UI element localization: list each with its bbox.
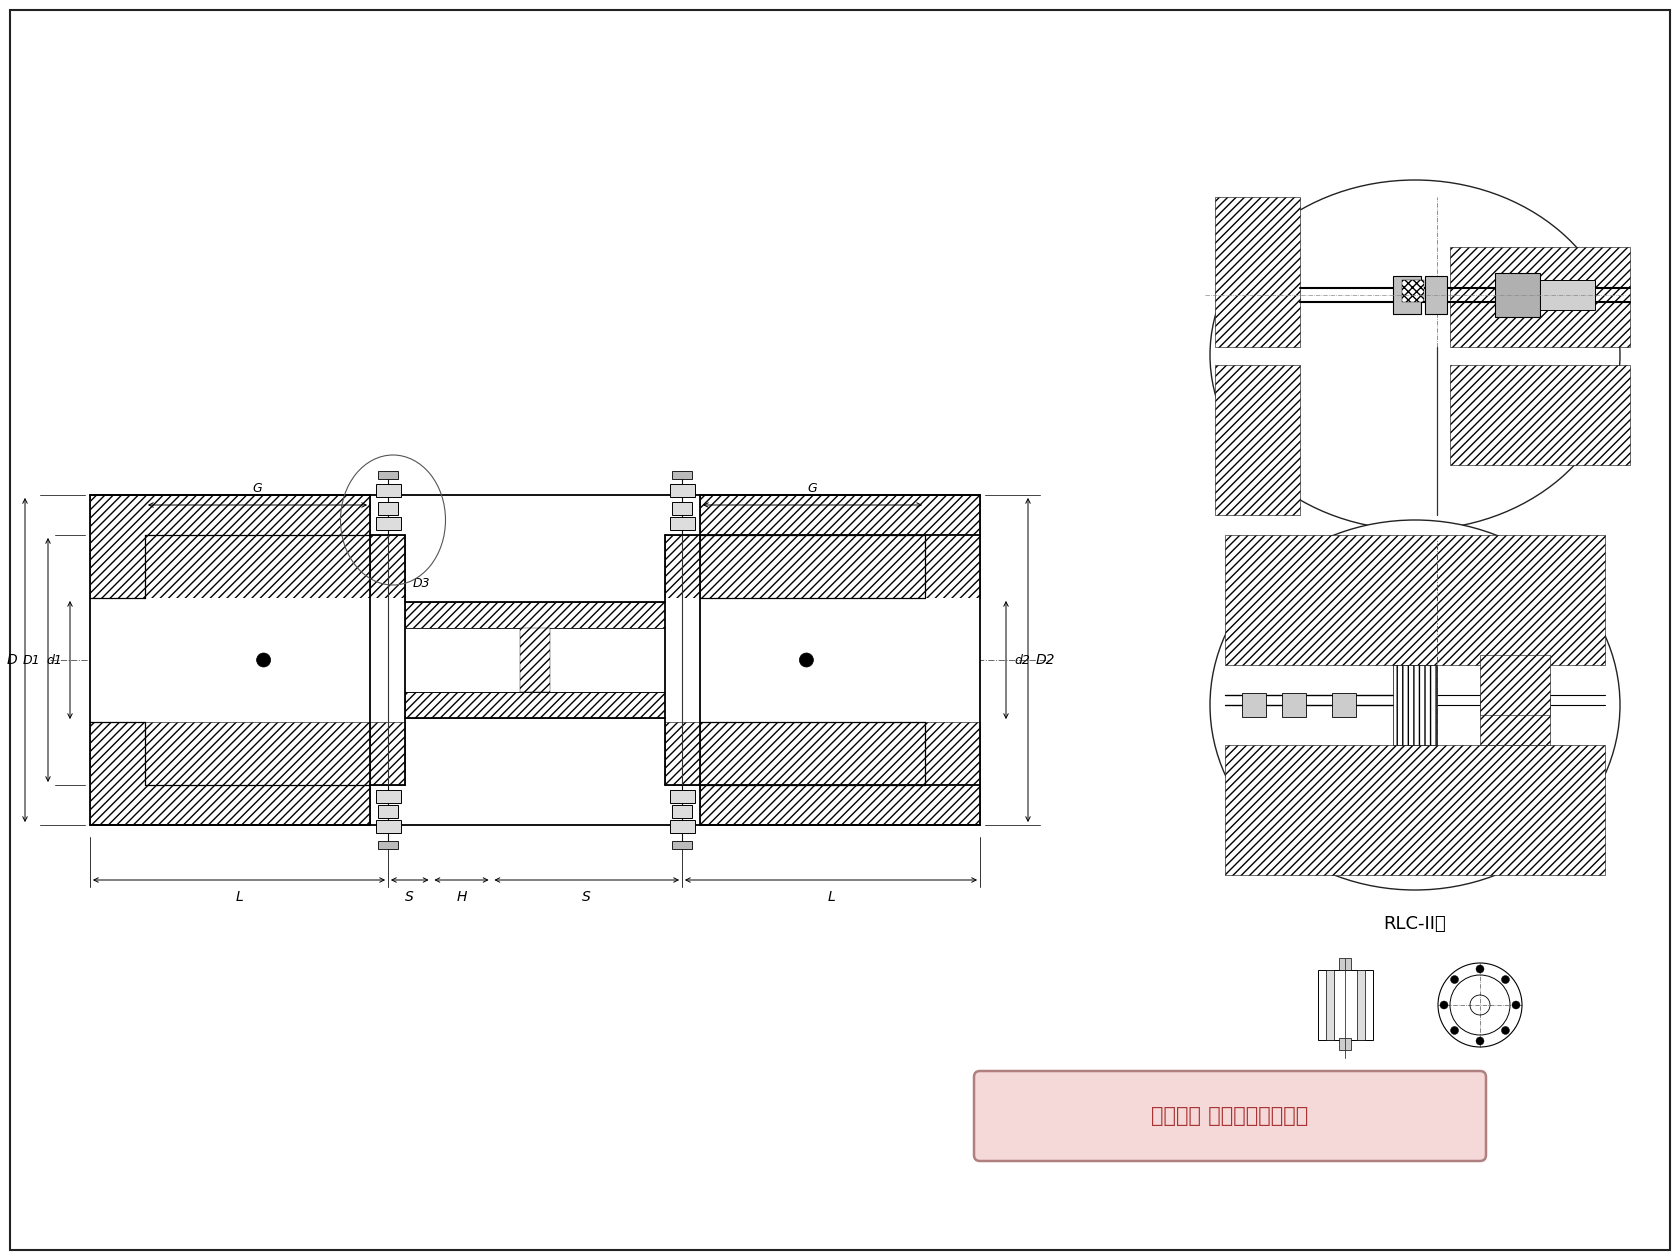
Bar xyxy=(1317,970,1373,1040)
Bar xyxy=(376,790,400,803)
Ellipse shape xyxy=(1210,180,1620,530)
Bar xyxy=(1282,693,1305,717)
Bar xyxy=(1332,693,1356,717)
Circle shape xyxy=(800,653,813,667)
Bar xyxy=(1495,273,1541,318)
Bar xyxy=(1339,1038,1351,1050)
Bar xyxy=(1393,665,1436,745)
Circle shape xyxy=(1502,975,1509,984)
Bar xyxy=(1480,655,1551,714)
Bar xyxy=(1215,365,1300,515)
Text: d1: d1 xyxy=(45,654,62,667)
Bar xyxy=(1326,970,1334,1040)
Text: L: L xyxy=(827,890,835,903)
Bar xyxy=(370,722,405,785)
Circle shape xyxy=(1477,1037,1483,1045)
Circle shape xyxy=(1477,965,1483,973)
Text: RLC-II型: RLC-II型 xyxy=(1384,915,1446,932)
Bar xyxy=(91,598,370,722)
Circle shape xyxy=(1450,975,1458,984)
Text: 版权所有 侵权必被严厉追究: 版权所有 侵权必被严厉追究 xyxy=(1151,1106,1309,1126)
Bar xyxy=(1225,745,1604,874)
Circle shape xyxy=(257,653,270,667)
Text: Rolee: Rolee xyxy=(386,624,684,716)
Bar xyxy=(521,627,549,692)
Text: S: S xyxy=(583,890,591,903)
Bar xyxy=(376,484,400,496)
Bar xyxy=(378,501,398,515)
Circle shape xyxy=(1502,1027,1509,1034)
Bar xyxy=(670,517,694,530)
Text: H: H xyxy=(457,890,467,903)
Bar xyxy=(1403,280,1425,302)
Bar xyxy=(1215,197,1300,346)
Bar xyxy=(665,598,701,722)
Bar xyxy=(370,598,405,722)
Bar xyxy=(701,722,979,825)
Bar xyxy=(1541,280,1594,310)
Bar xyxy=(672,840,692,849)
Text: d2: d2 xyxy=(1015,654,1030,667)
Bar xyxy=(672,501,692,515)
Bar xyxy=(405,692,665,718)
Text: S: S xyxy=(405,890,415,903)
Text: D1: D1 xyxy=(22,654,40,667)
Text: G: G xyxy=(808,483,816,495)
Bar xyxy=(370,536,405,598)
Bar xyxy=(1450,365,1630,465)
Bar xyxy=(1450,247,1630,346)
Bar xyxy=(1242,693,1267,717)
Bar xyxy=(665,722,701,785)
Bar xyxy=(665,536,701,598)
Text: D3: D3 xyxy=(413,577,430,590)
Text: G: G xyxy=(252,483,262,495)
Bar xyxy=(378,805,398,818)
Bar xyxy=(670,484,694,496)
Bar xyxy=(376,820,400,833)
Bar xyxy=(376,517,400,530)
Text: RLC-I型: RLC-I型 xyxy=(1386,558,1443,576)
Bar xyxy=(1480,696,1551,745)
Bar xyxy=(1339,958,1351,970)
FancyBboxPatch shape xyxy=(974,1071,1487,1160)
Bar xyxy=(1425,276,1446,314)
Bar xyxy=(1225,536,1604,665)
Bar xyxy=(91,495,370,598)
Ellipse shape xyxy=(1210,520,1620,890)
Bar xyxy=(670,790,694,803)
Bar xyxy=(378,471,398,479)
Text: L: L xyxy=(235,890,244,903)
Text: D2: D2 xyxy=(1037,653,1055,667)
Bar xyxy=(405,602,665,627)
Bar xyxy=(672,471,692,479)
Bar xyxy=(701,598,979,722)
Bar xyxy=(91,722,370,825)
Bar xyxy=(1393,276,1421,314)
Circle shape xyxy=(1440,1000,1448,1009)
Bar xyxy=(670,820,694,833)
Bar xyxy=(672,805,692,818)
Bar xyxy=(405,627,665,692)
Circle shape xyxy=(1512,1000,1520,1009)
Bar xyxy=(378,840,398,849)
Text: D: D xyxy=(7,653,17,667)
Bar xyxy=(1356,970,1364,1040)
Circle shape xyxy=(1450,1027,1458,1034)
Bar xyxy=(701,495,979,598)
